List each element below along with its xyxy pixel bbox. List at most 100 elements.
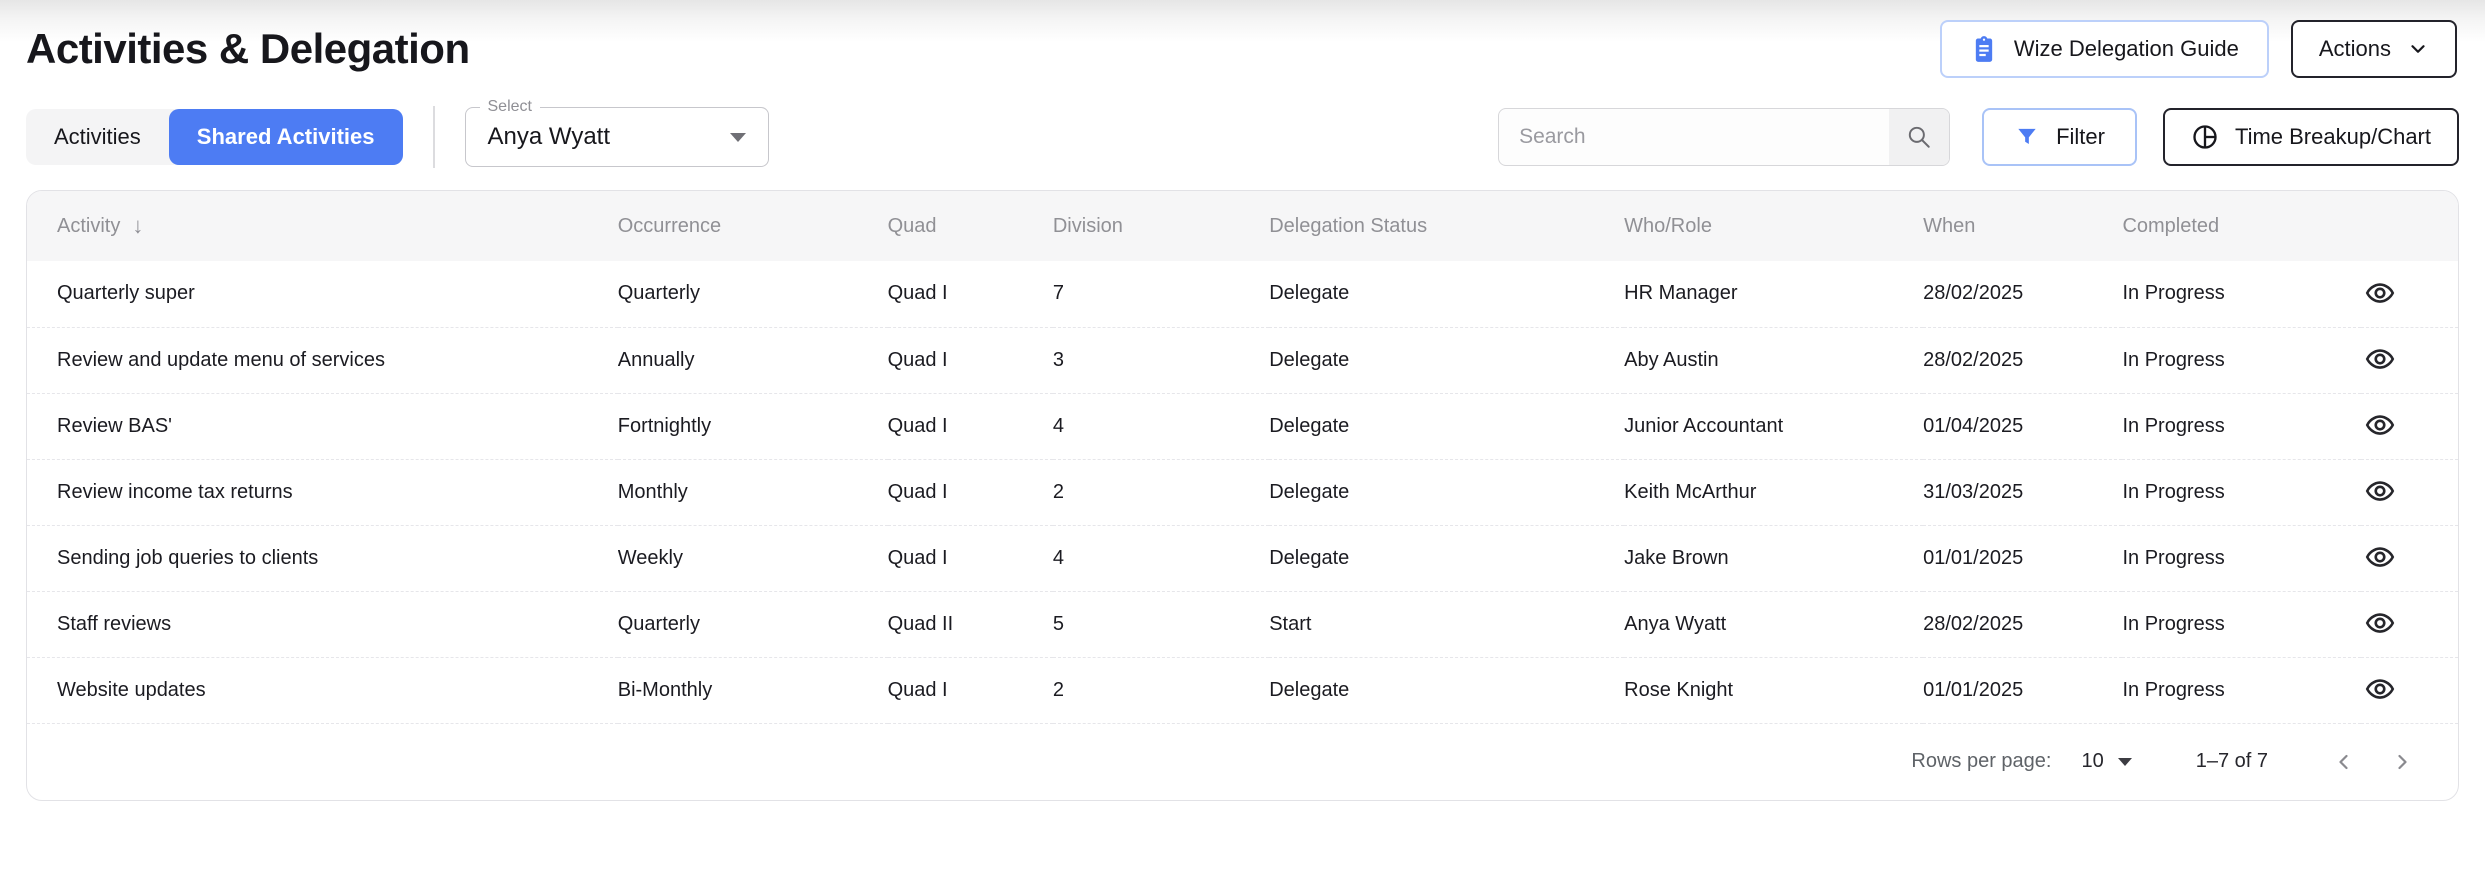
actions-label: Actions [2318, 36, 2391, 61]
cell-division: 2 [1052, 657, 1270, 724]
column-header-division[interactable]: Division [1052, 191, 1270, 261]
person-select[interactable]: Select Anya Wyatt [464, 98, 769, 167]
cell-when: 01/01/2025 [1923, 657, 2123, 724]
cell-division: 2 [1052, 459, 1270, 526]
cell-quad: Quad I [887, 525, 1053, 592]
view-activity-button[interactable] [2361, 604, 2399, 642]
cell-quad: Quad II [887, 591, 1053, 658]
cell-when: 28/02/2025 [1923, 261, 2123, 328]
cell-activity: Quarterly super [27, 261, 618, 328]
tab-activities[interactable]: Activities [26, 109, 169, 165]
cell-completed: In Progress [2122, 327, 2361, 394]
pie-chart-icon [2191, 123, 2219, 151]
time-breakup-chart-label: Time Breakup/Chart [2234, 124, 2431, 149]
table-footer: Rows per page: 10 1–7 of 7 [27, 724, 2458, 800]
cell-when: 01/04/2025 [1923, 393, 2123, 460]
cell-actions [2360, 657, 2458, 724]
column-header-activity[interactable]: Activity ↓ [57, 213, 143, 239]
cell-completed: In Progress [2122, 393, 2361, 460]
cell-delegation-status: Delegate [1269, 657, 1625, 724]
activities-table: Activity ↓ Occurrence Quad Division Dele… [27, 191, 2458, 724]
search-icon-zone[interactable] [1889, 109, 1950, 165]
cell-activity: Review income tax returns [27, 459, 618, 526]
cell-occurrence: Bi-Monthly [617, 657, 888, 724]
cell-activity: Review and update menu of services [27, 327, 618, 394]
cell-actions [2360, 525, 2458, 592]
search-box [1498, 108, 1951, 166]
select-arrow-icon [2117, 757, 2132, 766]
funnel-icon [2014, 124, 2040, 150]
cell-division: 4 [1052, 525, 1270, 592]
cell-actions [2360, 393, 2458, 460]
rows-per-page-select[interactable]: 10 [2081, 750, 2132, 773]
view-activity-button[interactable] [2361, 406, 2399, 444]
time-breakup-chart-button[interactable]: Time Breakup/Chart [2162, 108, 2459, 166]
rows-per-page-label: Rows per page: [1911, 750, 2052, 772]
cell-actions [2360, 459, 2458, 526]
wize-delegation-guide-button[interactable]: Wize Delegation Guide [1939, 20, 2269, 78]
cell-delegation-status: Delegate [1269, 525, 1625, 592]
column-header-quad[interactable]: Quad [887, 191, 1053, 261]
cell-completed: In Progress [2122, 459, 2361, 526]
view-activity-button[interactable] [2361, 670, 2399, 708]
column-label-activity: Activity [57, 214, 121, 237]
eye-icon [2365, 476, 2395, 506]
actions-button[interactable]: Actions [2290, 20, 2457, 78]
cell-who-role: Junior Accountant [1624, 393, 1924, 460]
cell-actions [2360, 591, 2458, 658]
pagination-range: 1–7 of 7 [2195, 750, 2268, 772]
previous-page-button[interactable] [2326, 744, 2362, 780]
cell-who-role: HR Manager [1624, 261, 1924, 328]
cell-occurrence: Annually [617, 327, 888, 394]
view-activity-button[interactable] [2361, 472, 2399, 510]
eye-icon [2365, 344, 2395, 374]
column-header-when[interactable]: When [1923, 191, 2123, 261]
cell-completed: In Progress [2122, 657, 2361, 724]
table-row: Website updates Bi-Monthly Quad I 2 Dele… [27, 657, 2458, 724]
search-input[interactable] [1499, 109, 1890, 165]
column-header-occurrence[interactable]: Occurrence [617, 191, 888, 261]
tab-shared-activities[interactable]: Shared Activities [168, 109, 403, 165]
view-activity-button[interactable] [2361, 538, 2399, 576]
column-header-delegation-status[interactable]: Delegation Status [1269, 191, 1625, 261]
cell-division: 5 [1052, 591, 1270, 658]
person-select-label: Select [479, 98, 540, 116]
cell-quad: Quad I [887, 459, 1053, 526]
person-select-value: Anya Wyatt [487, 123, 611, 150]
chevron-down-icon [2407, 38, 2429, 60]
page-header: Activities & Delegation Wize Delegation … [0, 0, 2485, 84]
cell-activity: Review BAS' [27, 393, 618, 460]
column-header-completed[interactable]: Completed [2122, 191, 2361, 261]
table-row: Review income tax returns Monthly Quad I… [27, 459, 2458, 526]
table-row: Staff reviews Quarterly Quad II 5 Start … [27, 591, 2458, 658]
cell-who-role: Jake Brown [1624, 525, 1924, 592]
column-header-who-role[interactable]: Who/Role [1624, 191, 1924, 261]
view-activity-button[interactable] [2361, 274, 2399, 312]
eye-icon [2365, 608, 2395, 638]
table-row: Quarterly super Quarterly Quad I 7 Deleg… [27, 261, 2458, 328]
cell-completed: In Progress [2122, 525, 2361, 592]
header-actions: Wize Delegation Guide Actions [1939, 20, 2457, 78]
cell-activity: Staff reviews [27, 591, 618, 658]
next-page-button[interactable] [2384, 744, 2420, 780]
table-row: Review BAS' Fortnightly Quad I 4 Delegat… [27, 393, 2458, 460]
eye-icon [2365, 542, 2395, 572]
cell-when: 31/03/2025 [1923, 459, 2123, 526]
wize-delegation-guide-label: Wize Delegation Guide [2013, 36, 2239, 61]
page-title: Activities & Delegation [26, 25, 470, 72]
rows-per-page-value: 10 [2081, 750, 2104, 772]
cell-actions [2360, 261, 2458, 328]
chevron-left-icon [2332, 750, 2356, 774]
view-activity-button[interactable] [2361, 340, 2399, 378]
table-row: Sending job queries to clients Weekly Qu… [27, 525, 2458, 592]
cell-when: 28/02/2025 [1923, 327, 2123, 394]
select-arrow-icon [729, 132, 746, 142]
filter-label: Filter [2056, 124, 2105, 149]
filter-button[interactable]: Filter [1982, 108, 2137, 166]
cell-occurrence: Quarterly [617, 261, 888, 328]
cell-occurrence: Quarterly [617, 591, 888, 658]
cell-delegation-status: Delegate [1269, 393, 1625, 460]
cell-quad: Quad I [887, 393, 1053, 460]
cell-completed: In Progress [2122, 261, 2361, 328]
cell-who-role: Aby Austin [1624, 327, 1924, 394]
